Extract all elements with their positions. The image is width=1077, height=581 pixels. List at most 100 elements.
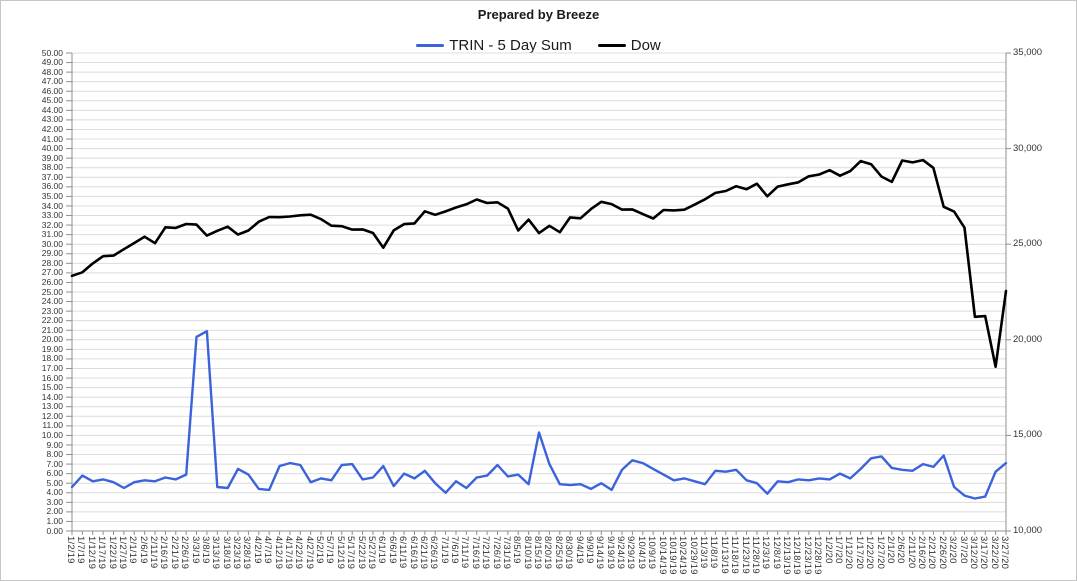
- x-tick-label: 5/17/19: [346, 536, 357, 570]
- y-left-tick-label: 8.00: [46, 449, 63, 459]
- y-right-tick-label: 25,000: [1013, 238, 1043, 250]
- x-tick-label: 8/15/19: [533, 536, 543, 570]
- y-left-tick-label: 5.00: [46, 477, 63, 488]
- x-tick-label: 4/17/19: [283, 536, 294, 570]
- x-tick-label: 6/11/19: [398, 536, 409, 569]
- x-tick-label: 11/8/19: [709, 536, 720, 569]
- legend-item-dow: Dow: [597, 37, 661, 54]
- x-tick-label: 3/7/20: [958, 536, 969, 564]
- y-left-tick-label: 45.00: [41, 95, 63, 106]
- x-tick-label: 2/21/19: [169, 536, 180, 570]
- x-tick-label: 2/26/20: [937, 536, 948, 570]
- x-tick-label: 8/5/19: [512, 536, 523, 564]
- y-left-tick-label: 11.00: [42, 420, 63, 431]
- x-tick-label: 8/30/19: [564, 536, 575, 570]
- y-right-tick-label: 30,000: [1013, 142, 1043, 154]
- x-tick-label: 1/22/19: [107, 536, 118, 570]
- x-tick-label: 4/22/19: [294, 536, 305, 570]
- x-tick-label: 8/10/19: [522, 536, 533, 570]
- y-left-tick-label: 23.00: [41, 305, 63, 316]
- y-left-tick-label: 7.00: [46, 458, 63, 469]
- y-left-tick-label: 39.00: [41, 152, 63, 163]
- y-left-tick-label: 1.00: [46, 515, 63, 526]
- y-left-tick-label: 14.00: [41, 391, 63, 402]
- y-left-tick-label: 2.00: [46, 506, 63, 517]
- x-tick-label: 1/2/19: [66, 536, 76, 564]
- x-tick-label: 1/17/19: [97, 536, 108, 570]
- x-tick-label: 10/24/19: [678, 536, 689, 575]
- trin-line-swatch: [416, 43, 445, 48]
- x-tick-label: 4/7/19: [263, 536, 274, 564]
- x-tick-label: 3/13/19: [211, 536, 222, 570]
- x-tick-label: 1/17/20: [854, 536, 865, 570]
- y-left-tick-label: 49.00: [41, 57, 63, 68]
- y-left-tick-label: 18.00: [41, 353, 63, 364]
- x-tick-label: 2/1/20: [885, 536, 896, 564]
- x-tick-label: 3/3/19: [190, 536, 201, 564]
- y-left-tick-label: 47.00: [41, 76, 63, 87]
- x-tick-label: 12/3/19: [761, 536, 772, 570]
- dow-line-swatch: [597, 43, 626, 48]
- x-tick-label: 3/2/20: [948, 536, 959, 564]
- x-tick-label: 3/28/19: [242, 536, 253, 570]
- y-left-tick-label: 27.00: [41, 267, 63, 278]
- x-tick-label: 11/28/19: [750, 536, 761, 574]
- y-left-tick-label: 15.00: [41, 382, 63, 393]
- x-tick-label: 4/27/19: [304, 536, 315, 570]
- y-left-tick-label: 24.00: [41, 296, 63, 307]
- y-left-tick-label: 12.00: [41, 410, 63, 421]
- x-tick-label: 2/6/19: [138, 536, 149, 564]
- x-tick-label: 7/26/19: [491, 536, 502, 570]
- y-left-tick-label: 33.00: [41, 210, 63, 220]
- x-tick-label: 9/4/19: [574, 536, 585, 564]
- y-left-tick-label: 28.00: [41, 257, 63, 268]
- x-tick-label: 1/27/19: [117, 536, 128, 570]
- y-left-tick-label: 42.00: [41, 124, 63, 134]
- x-tick-label: 1/22/20: [865, 536, 876, 570]
- legend-label-trin: TRIN - 5 Day Sum: [449, 37, 572, 54]
- y-right-tick-label: 35,000: [1013, 47, 1043, 58]
- y-left-tick-label: 38.00: [41, 162, 63, 173]
- y-left-tick-label: 41.00: [41, 133, 63, 144]
- trin-line: [70, 330, 1008, 500]
- x-tick-label: 2/11/19: [149, 536, 159, 569]
- x-tick-label: 12/18/19: [792, 536, 803, 575]
- y-left-tick-label: 40.00: [41, 143, 63, 154]
- y-left-tick-label: 36.00: [41, 181, 63, 192]
- x-tick-label: 6/26/19: [429, 536, 440, 570]
- y-left-tick-label: 19.00: [41, 343, 63, 354]
- y-left-tick-label: 29.00: [41, 248, 63, 259]
- legend-item-trin: TRIN - 5 Day Sum: [416, 37, 572, 54]
- y-left-tick-label: 31.00: [41, 229, 63, 240]
- legend: TRIN - 5 Day Sum Dow: [1, 37, 1076, 54]
- legend-label-dow: Dow: [630, 37, 661, 54]
- x-tick-label: 9/9/19: [584, 536, 595, 564]
- y-left-tick-label: 0.00: [46, 525, 63, 536]
- y-left-tick-label: 25.00: [41, 286, 63, 297]
- y-left-tick-label: 9.00: [46, 439, 63, 450]
- x-tick-label: 5/7/19: [325, 536, 336, 564]
- x-tick-label: 4/2/19: [252, 536, 263, 564]
- y-left-tick-label: 16.00: [41, 372, 63, 383]
- y-left-tick-label: 37.00: [41, 171, 63, 182]
- x-tick-label: 1/7/19: [76, 536, 87, 564]
- chart-title: Prepared by Breeze: [477, 7, 600, 22]
- x-tick-label: 2/11/20: [906, 536, 917, 569]
- y-left-tick-label: 21.00: [41, 324, 63, 335]
- y-left-tick-label: 48.00: [41, 66, 63, 77]
- x-tick-label: 1/2/20: [823, 536, 834, 564]
- y-right-tick-label: 15,000: [1013, 429, 1043, 441]
- dow-line: [70, 158, 1008, 369]
- x-tick-label: 2/16/20: [917, 536, 927, 570]
- x-tick-label: 6/21/19: [418, 536, 429, 570]
- y-left-tick-label: 30.00: [41, 238, 63, 249]
- x-tick-label: 3/8/19: [200, 536, 211, 564]
- x-tick-label: 2/16/19: [159, 536, 170, 570]
- y-left-tick-label: 20.00: [41, 334, 63, 345]
- y-left-tick-label: 6.00: [46, 468, 63, 479]
- x-tick-label: 9/24/19: [616, 536, 626, 570]
- y-left-tick-label: 3.00: [46, 496, 63, 507]
- x-tick-label: 7/16/19: [470, 536, 481, 570]
- x-tick-label: 9/19/19: [605, 536, 616, 570]
